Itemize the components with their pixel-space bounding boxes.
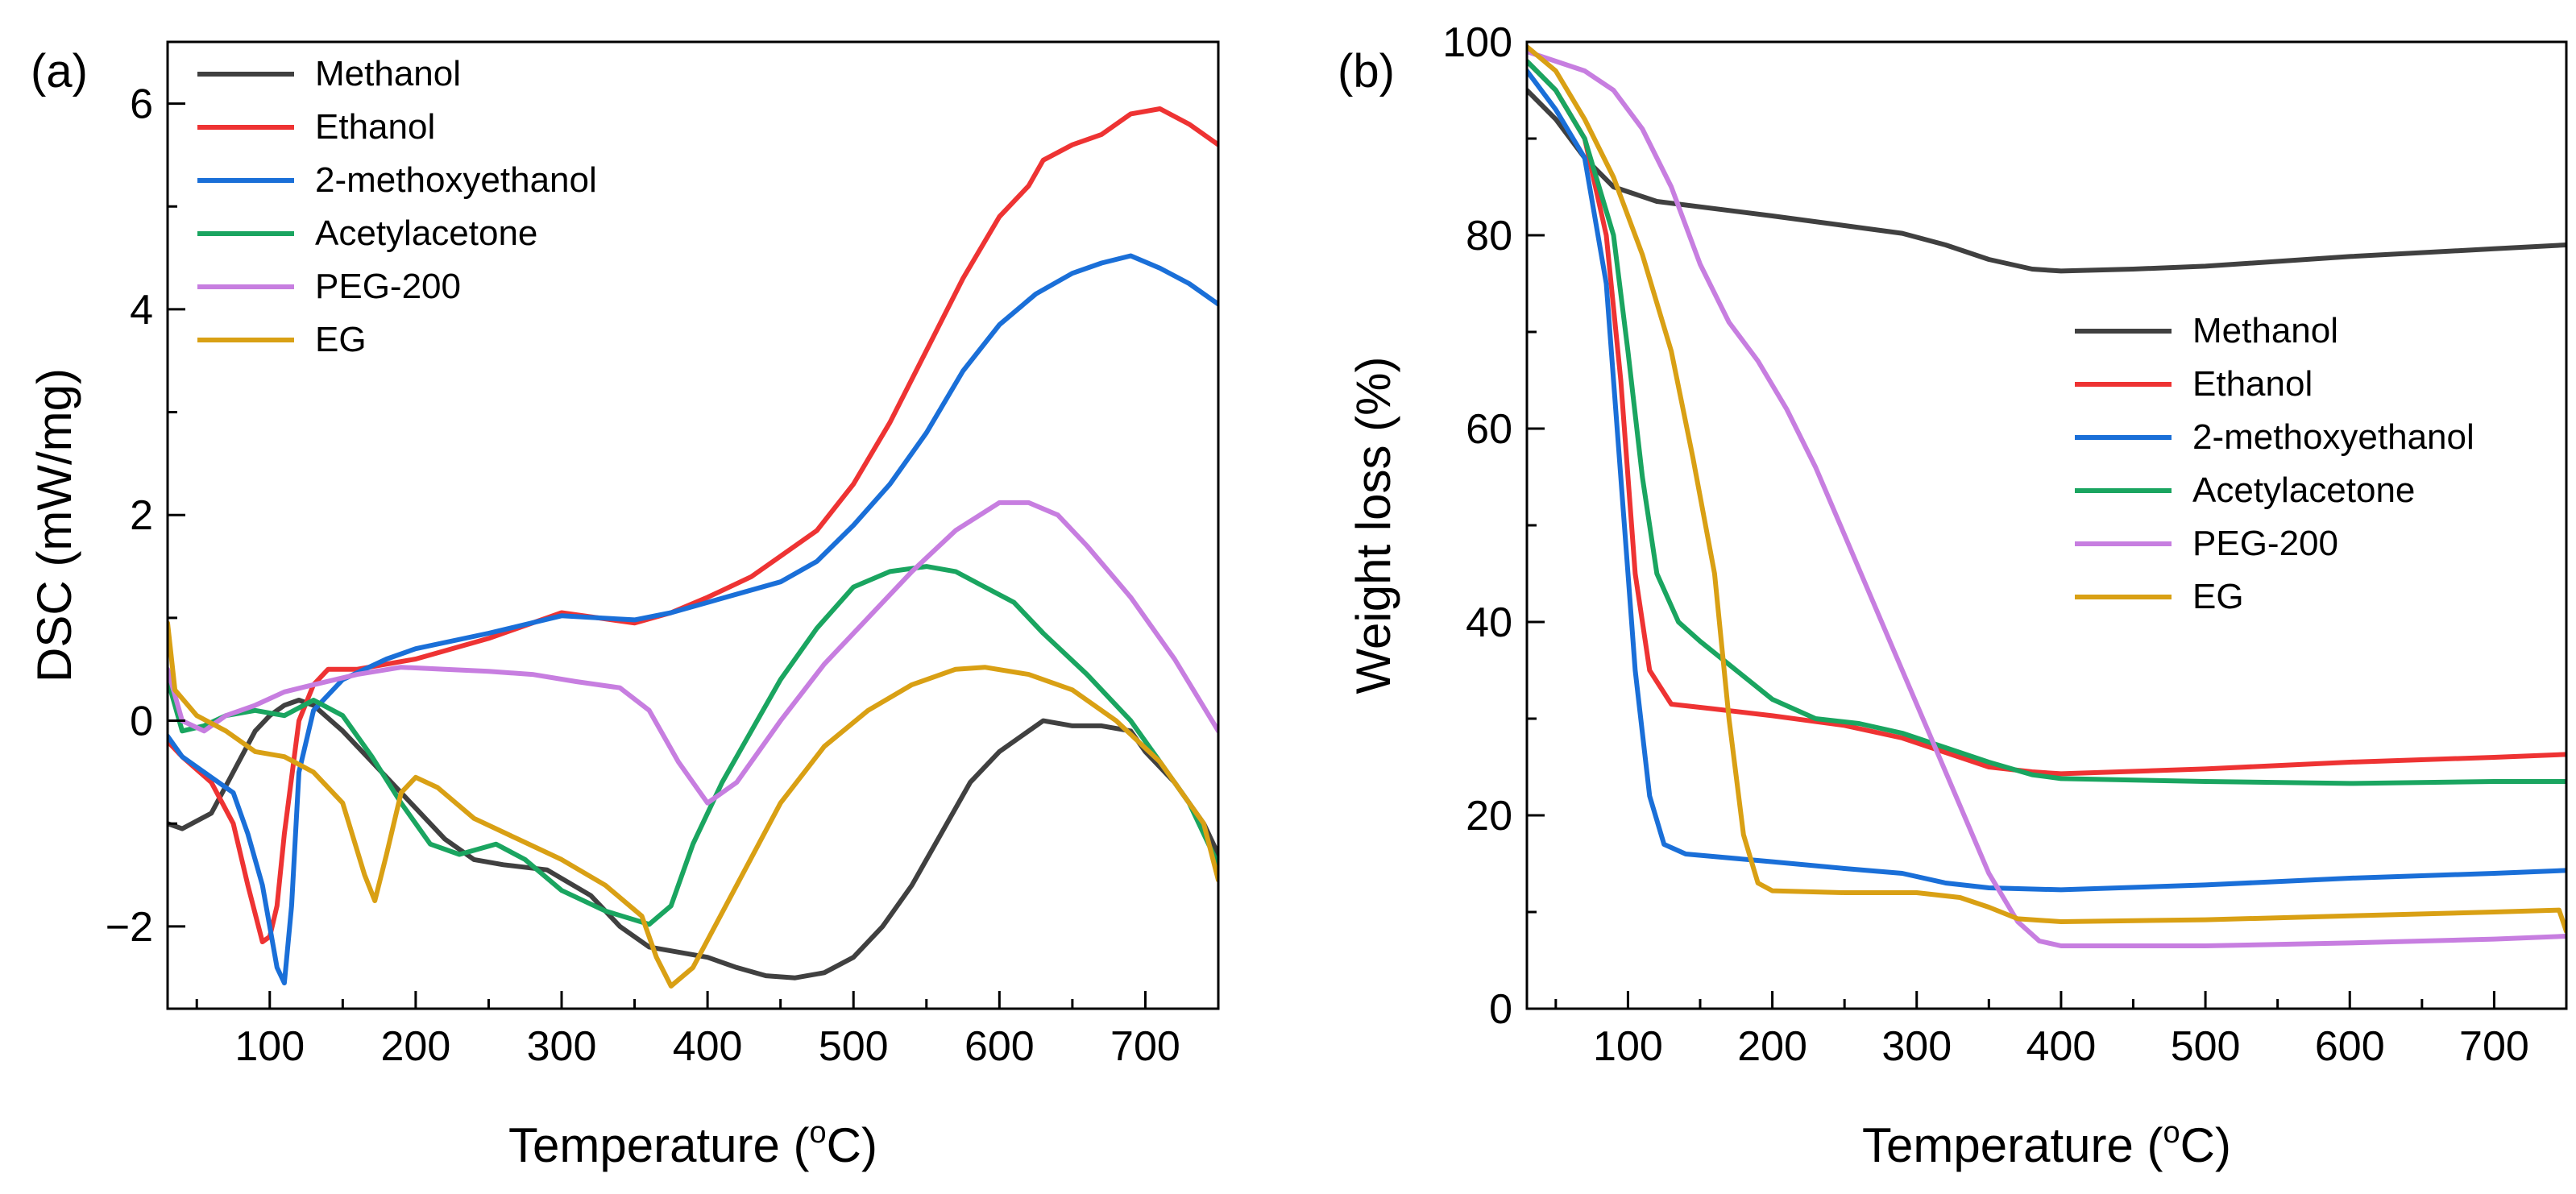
y-tick-label: 100 [1442, 19, 1512, 66]
legend-item: Ethanol [197, 107, 435, 147]
x-axis-title-tail: C) [827, 1118, 877, 1172]
legend-label: Ethanol [2192, 364, 2313, 404]
x-axis-title: Temperature (oC) [508, 1116, 877, 1172]
y-tick-label: 0 [1489, 986, 1512, 1033]
legend-label: 2-methoxyethanol [315, 160, 597, 200]
x-tick-label: 300 [1881, 1023, 1952, 1070]
series-line-2-methoxyethanol [168, 253, 1218, 986]
x-axis-title-superscript: o [810, 1116, 827, 1150]
legend-item: Methanol [197, 54, 461, 93]
legend-label: Ethanol [315, 107, 435, 147]
x-tick-label: 400 [2026, 1023, 2097, 1070]
legend-item: EG [197, 320, 367, 359]
x-axis-title-main: Temperature ( [508, 1118, 809, 1172]
series-line-eg [168, 620, 1218, 989]
legend-item: Ethanol [2075, 364, 2313, 404]
y-tick-label: 40 [1466, 599, 1512, 646]
legend-label: EG [315, 320, 367, 359]
x-tick-label: 600 [964, 1023, 1035, 1070]
x-tick-label: 500 [819, 1023, 889, 1070]
legend-item: Acetylacetone [2075, 471, 2415, 510]
panel-label: (a) [31, 45, 88, 97]
y-axis-title: Weight loss (%) [1346, 356, 1400, 694]
series-line-peg-200 [1527, 49, 2566, 948]
x-tick-label: 100 [1593, 1023, 1663, 1070]
legend-label: 2-methoxyethanol [2192, 417, 2474, 457]
panel-label: (b) [1338, 45, 1395, 97]
series-line-acetylacetone [168, 564, 1218, 927]
x-tick-label: 700 [1110, 1023, 1180, 1070]
plot-frame [1525, 40, 2568, 1010]
y-tick-label: 0 [130, 699, 153, 745]
legend: Methanol Ethanol 2-methoxyethanol Acetylace… [2075, 311, 2474, 616]
legend: Methanol Ethanol 2-methoxyethanol Acetylace… [197, 54, 597, 359]
legend-item: Acetylacetone [197, 214, 537, 253]
y-axis-title: DSC (mW/mg) [27, 368, 81, 682]
x-axis-title-superscript: o [2163, 1116, 2180, 1150]
y-tick-label: 6 [130, 81, 153, 128]
y-tick-label: 80 [1466, 213, 1512, 259]
x-tick-label: 200 [381, 1023, 451, 1070]
x-axis-title-main: Temperature ( [1862, 1118, 2163, 1172]
y-tick-label: 20 [1466, 793, 1512, 840]
legend-label: PEG-200 [2192, 524, 2338, 563]
plot-frame [166, 40, 1220, 1010]
series-line-acetylacetone [1527, 59, 2566, 786]
legend-label: Acetylacetone [2192, 471, 2415, 510]
x-tick-label: 500 [2171, 1023, 2241, 1070]
panel-a: 100 200 300 400 500 600 700 −2 0 2 4 6 Temperature (… [27, 40, 1220, 1172]
panel-b: 100 200 300 400 500 600 700 0 20 40 60 80 100 Tempera… [1338, 19, 2568, 1172]
x-tick-label: 400 [673, 1023, 743, 1070]
legend-label: Methanol [315, 54, 461, 93]
y-tick-label: −2 [106, 904, 153, 951]
legend-label: Methanol [2192, 311, 2338, 350]
x-tick-label: 200 [1737, 1023, 1807, 1070]
y-tick-label: 2 [130, 492, 153, 539]
series-group [1527, 44, 2566, 948]
legend-item: 2-methoxyethanol [197, 160, 597, 200]
x-tick-label: 100 [234, 1023, 305, 1070]
legend-item: PEG-200 [2075, 524, 2338, 563]
y-tick-label: 60 [1466, 406, 1512, 453]
series-line-methanol [1527, 88, 2566, 274]
series-line-methanol [168, 698, 1218, 980]
series-line-ethanol [1527, 59, 2566, 777]
x-axis-title-tail: C) [2180, 1118, 2231, 1172]
series-line-2-methoxyethanol [1527, 68, 2566, 893]
x-tick-label: 600 [2315, 1023, 2385, 1070]
x-tick-label: 300 [527, 1023, 597, 1070]
legend-item: PEG-200 [197, 267, 461, 306]
series-line-eg [1527, 44, 2566, 934]
legend-item: EG [2075, 577, 2244, 616]
series-line-peg-200 [168, 500, 1218, 806]
legend-item: 2-methoxyethanol [2075, 417, 2474, 457]
legend-label: Acetylacetone [315, 214, 537, 253]
legend-label: PEG-200 [315, 267, 461, 306]
series-group [168, 106, 1218, 989]
x-axis-title: Temperature (oC) [1862, 1116, 2231, 1172]
legend-label: EG [2192, 577, 2244, 616]
y-tick-label: 4 [130, 287, 153, 334]
legend-item: Methanol [2075, 311, 2338, 350]
x-tick-label: 700 [2459, 1023, 2529, 1070]
